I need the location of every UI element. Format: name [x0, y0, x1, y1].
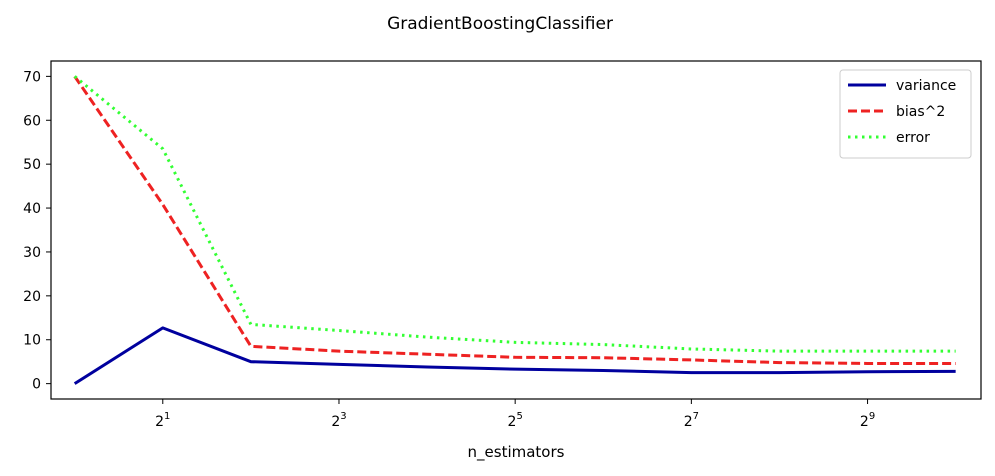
y-tick-label-0: 0	[32, 377, 41, 393]
x-tick-label-3: 27	[684, 411, 699, 430]
y-axis: 0 10 20 30 40 50 60 70	[23, 69, 51, 393]
y-tick-label-7: 70	[23, 69, 41, 85]
x-tick-label-4: 29	[860, 411, 875, 430]
x-tick-label-1: 23	[331, 411, 346, 430]
legend-box	[839, 69, 972, 159]
y-tick-label-5: 50	[23, 157, 41, 173]
series-layer	[73, 75, 956, 385]
series-line-bias-2	[73, 75, 956, 365]
x-axis-label: n_estimators	[468, 443, 565, 462]
legend-label-bias-2: bias^2	[896, 104, 945, 120]
chart-title: GradientBoostingClassifier	[387, 14, 613, 34]
x-axis: 21 23 25 27 29	[155, 399, 875, 430]
series-line-variance	[73, 326, 956, 385]
y-tick-label-3: 30	[23, 245, 41, 261]
y-tick-label-4: 40	[23, 201, 41, 217]
x-tick-label-2: 25	[508, 411, 523, 430]
y-tick-label-1: 10	[23, 333, 41, 349]
legend-label-variance: variance	[896, 78, 956, 94]
series-line-error	[73, 75, 956, 353]
x-tick-label-0: 21	[155, 411, 170, 430]
plot-frame	[50, 60, 982, 400]
legend: variance bias^2 error	[839, 69, 972, 159]
legend-label-error: error	[896, 130, 930, 146]
y-tick-label-6: 60	[23, 113, 41, 129]
y-tick-label-2: 20	[23, 289, 41, 305]
